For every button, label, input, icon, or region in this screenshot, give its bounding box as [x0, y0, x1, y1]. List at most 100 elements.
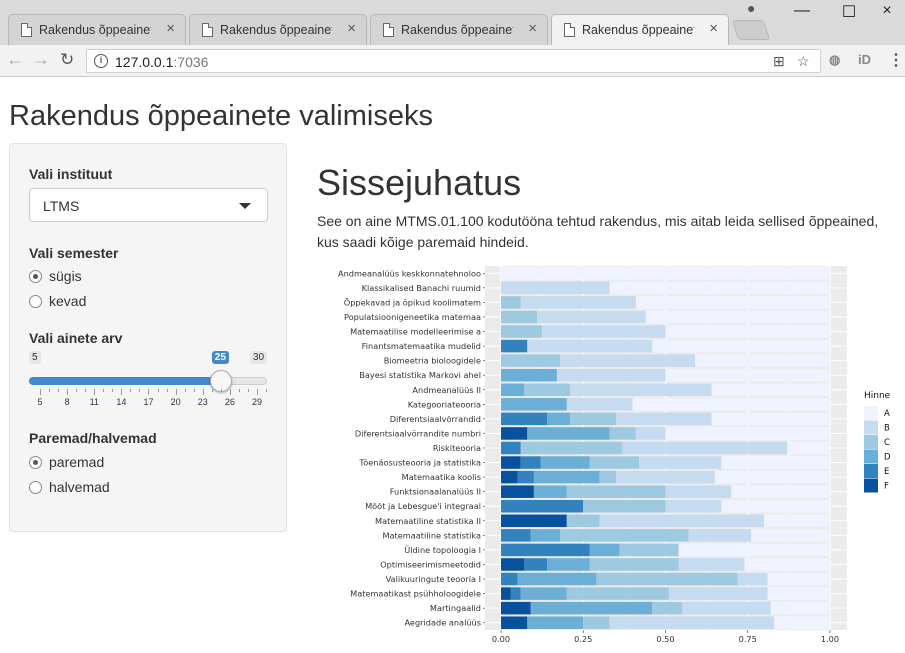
- bar-segment-A: [764, 514, 830, 528]
- slider-tick: [247, 389, 249, 392]
- count-slider[interactable]: 5 30 25 5 8 11 14 17 20 23 26 29: [29, 351, 269, 411]
- bar-segment-D: [517, 572, 597, 586]
- bar-segment-D: [520, 587, 567, 600]
- bar-segment-B: [681, 601, 771, 615]
- bar-segment-D: [530, 601, 653, 615]
- bar-segment-A: [767, 587, 830, 600]
- bar-segment-A: [711, 412, 830, 426]
- bar-segment-A: [774, 616, 830, 629]
- grade-distribution-chart: Andmeanalüüs keskkonnatehnoloo Klassikali…: [338, 266, 891, 644]
- profile-icon[interactable]: ●: [747, 0, 756, 16]
- bar-segment-E: [520, 456, 541, 469]
- legend-swatch: [864, 435, 878, 449]
- bar-segment-B: [556, 368, 666, 382]
- bar-segment-A: [665, 368, 830, 382]
- legend-swatch: [864, 464, 878, 478]
- address-bar[interactable]: i 127.0.0.1:7036 ⊞ ☆: [86, 49, 821, 73]
- category-label: Valikuuringute teooria I: [386, 574, 481, 584]
- x-tick-label: 0.50: [656, 634, 674, 644]
- info-icon[interactable]: i: [94, 54, 108, 68]
- radio-button[interactable]: [29, 295, 42, 308]
- bar-segment-D: [527, 427, 610, 440]
- extension-icon[interactable]: ◍: [829, 52, 841, 67]
- close-icon[interactable]: ×: [528, 20, 537, 37]
- bar-segment-C: [520, 441, 623, 455]
- bar-segment-A: [721, 499, 830, 513]
- browser-tabstrip: Rakendus õppeainete × Rakendus õppeainet…: [0, 0, 905, 46]
- browser-tab-2[interactable]: Rakendus õppeainete ×: [189, 14, 367, 45]
- browser-tab-active[interactable]: Rakendus õppeainete ×: [551, 14, 729, 46]
- bar-segment-C: [566, 587, 669, 600]
- bar-segment-D: [533, 485, 567, 498]
- category-label: Finantsmatemaatika mudelid: [362, 341, 481, 351]
- close-icon[interactable]: ×: [347, 20, 356, 37]
- bar-segment-C: [501, 296, 521, 309]
- bar-segment-B: [665, 499, 722, 513]
- category-label: Populatsioonigeneetika matemaa: [344, 312, 481, 322]
- bar-segment-A: [665, 427, 830, 440]
- bar-segment-E: [524, 558, 548, 571]
- slider-tick: [157, 389, 159, 392]
- institute-select[interactable]: LTMS: [29, 188, 268, 222]
- bar-segment-F: [501, 616, 528, 629]
- bar-segment-B: [560, 354, 696, 367]
- category-label: Optimiseerimismeetodid: [380, 559, 481, 569]
- url-text[interactable]: 127.0.0.1:7036: [115, 54, 209, 70]
- slider-min: 5: [29, 351, 41, 364]
- translate-icon[interactable]: ⊞: [773, 53, 785, 69]
- slider-tick: [112, 389, 114, 392]
- slider-tick: [94, 389, 96, 395]
- bar-segment-C: [589, 456, 640, 469]
- radio-button-checked[interactable]: [29, 270, 42, 283]
- tab-title: Rakendus õppeainete: [582, 23, 694, 37]
- slider-tick: [256, 389, 258, 395]
- close-window-button[interactable]: ×: [882, 2, 892, 19]
- category-label: Mõõt ja Lebesgue'i integraal: [365, 501, 481, 511]
- category-label: Õppekavad ja õpikud koolimatem: [344, 296, 481, 307]
- browser-tab-3[interactable]: Rakendus õppeainete ×: [370, 14, 548, 45]
- bar-segment-C: [501, 354, 561, 367]
- legend-label: F: [884, 482, 889, 492]
- category-label: Matemaatikast psühholoogidele: [350, 589, 481, 599]
- new-tab-button[interactable]: [731, 20, 771, 40]
- forward-arrow-icon[interactable]: →: [32, 49, 50, 69]
- bar-segment-A: [767, 572, 830, 586]
- bar-segment-D: [540, 456, 590, 469]
- radio-button[interactable]: [29, 481, 42, 494]
- bar-segment-D: [501, 368, 557, 382]
- slider-tick: [238, 389, 240, 392]
- chevron-down-icon: [239, 203, 251, 209]
- slider-tick-label: 29: [251, 397, 262, 407]
- category-label: Andmeanalüüs II: [412, 385, 481, 395]
- bar-segment-E: [510, 587, 521, 600]
- bar-segment-A: [787, 441, 830, 455]
- bar-segment-E: [501, 529, 531, 542]
- legend-label: C: [884, 438, 890, 448]
- bar-segment-F: [501, 558, 525, 571]
- reload-icon[interactable]: ↻: [60, 50, 75, 69]
- x-tick-label: 0.75: [739, 634, 757, 644]
- slider-tick-label: 26: [224, 397, 235, 407]
- maximize-button[interactable]: ☐: [841, 4, 857, 21]
- category-label: Kategooriateooria: [408, 399, 481, 409]
- page-icon: [383, 23, 394, 37]
- radio-button-checked[interactable]: [29, 456, 42, 469]
- slider-tick-label: 11: [89, 397, 99, 407]
- slider-tick: [121, 389, 123, 395]
- bookmark-star-icon[interactable]: ☆: [797, 53, 810, 69]
- bar-segment-A: [501, 267, 830, 280]
- close-icon[interactable]: ×: [166, 20, 175, 37]
- minimize-button[interactable]: —: [794, 2, 810, 19]
- back-arrow-icon[interactable]: ←: [6, 49, 24, 69]
- category-label: Matemaatilise modelleerimise a: [350, 327, 481, 337]
- bar-segment-C: [599, 470, 617, 484]
- menu-icon[interactable]: ⋮: [888, 52, 904, 69]
- bar-segment-C: [560, 529, 689, 542]
- category-label: Bayesi statistika Markovi ahel: [359, 370, 481, 380]
- close-icon[interactable]: ×: [709, 20, 718, 37]
- bar-segment-B: [599, 514, 765, 528]
- bar-segment-B: [542, 325, 666, 338]
- browser-tab-1[interactable]: Rakendus õppeainete ×: [8, 14, 186, 45]
- extension-id-icon[interactable]: iD: [858, 52, 871, 67]
- bar-segment-C: [609, 427, 636, 440]
